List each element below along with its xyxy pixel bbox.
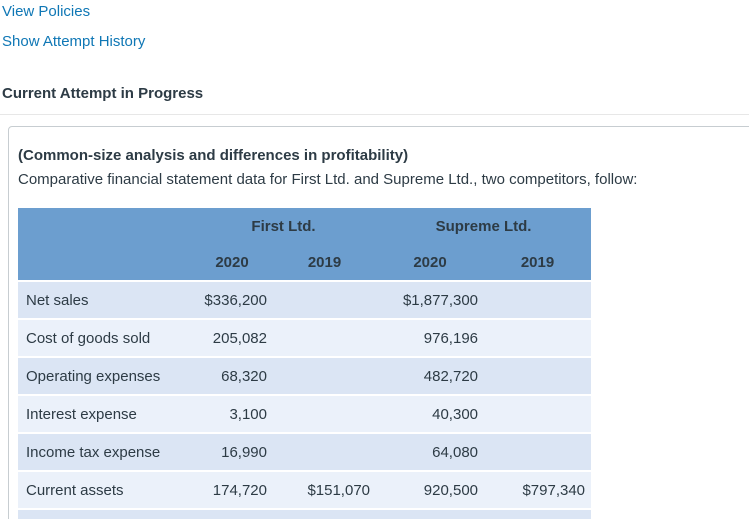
table-cell: 68,320 xyxy=(191,358,273,396)
table-cell xyxy=(484,320,592,358)
show-attempt-history-link[interactable]: Show Attempt History xyxy=(2,33,146,50)
table-cell xyxy=(484,510,592,519)
current-attempt-heading: Current Attempt in Progress xyxy=(2,85,204,102)
table-cell xyxy=(273,358,377,396)
table-cell: $797,340 xyxy=(484,472,592,510)
company-header-row: First Ltd. Supreme Ltd. xyxy=(18,208,592,245)
table-cell xyxy=(484,396,592,434)
question-panel: (Common-size analysis and differences in… xyxy=(8,126,749,519)
table-cell: 205,082 xyxy=(191,320,273,358)
table-cell xyxy=(376,510,485,519)
row-label: Interest expense xyxy=(18,396,191,434)
table-cell: 976,196 xyxy=(376,320,485,358)
table-cell xyxy=(273,510,377,519)
table-cell: 3,100 xyxy=(191,396,273,434)
company-header-first: First Ltd. xyxy=(191,208,377,245)
table-row: Net sales $336,200 $1,877,300 xyxy=(18,282,592,320)
financial-data-table: First Ltd. Supreme Ltd. 2020 2019 2020 2… xyxy=(18,208,592,519)
problem-title: (Common-size analysis and differences in… xyxy=(18,147,409,164)
row-label: Cost of goods sold xyxy=(18,320,191,358)
empty-header-cell xyxy=(18,245,191,282)
row-label: Net sales xyxy=(18,282,191,320)
year-header: 2019 xyxy=(273,245,377,282)
table-cell xyxy=(191,510,273,519)
table-cell xyxy=(484,434,592,472)
view-policies-link[interactable]: View Policies xyxy=(2,3,91,20)
company-header-supreme: Supreme Ltd. xyxy=(376,208,592,245)
table-row: Income tax expense 16,990 64,080 xyxy=(18,434,592,472)
table-row: Cost of goods sold 205,082 976,196 xyxy=(18,320,592,358)
year-header-row: 2020 2019 2020 2019 xyxy=(18,245,592,282)
table-cell xyxy=(273,396,377,434)
table-cell xyxy=(273,320,377,358)
table-cell xyxy=(273,282,377,320)
table-cell xyxy=(18,510,191,519)
empty-header-cell xyxy=(18,208,191,245)
table-cell: $151,070 xyxy=(273,472,377,510)
row-label: Operating expenses xyxy=(18,358,191,396)
table-row: Operating expenses 68,320 482,720 xyxy=(18,358,592,396)
table-cell xyxy=(484,282,592,320)
row-label: Current assets xyxy=(18,472,191,510)
problem-intro: Comparative financial statement data for… xyxy=(18,171,638,188)
year-header: 2019 xyxy=(484,245,592,282)
table-row: Current assets 174,720 $151,070 920,500 … xyxy=(18,472,592,510)
table-cell: 482,720 xyxy=(376,358,485,396)
year-header: 2020 xyxy=(376,245,485,282)
table-cell: 40,300 xyxy=(376,396,485,434)
table-cell: 920,500 xyxy=(376,472,485,510)
table-cell: 64,080 xyxy=(376,434,485,472)
table-cell xyxy=(484,358,592,396)
table-cell: $336,200 xyxy=(191,282,273,320)
table-row-cutoff xyxy=(18,510,592,519)
table-cell xyxy=(273,434,377,472)
year-header: 2020 xyxy=(191,245,273,282)
table-cell: 16,990 xyxy=(191,434,273,472)
table-cell: 174,720 xyxy=(191,472,273,510)
assignment-page: View Policies Show Attempt History Curre… xyxy=(0,4,749,519)
table-row: Interest expense 3,100 40,300 xyxy=(18,396,592,434)
row-label: Income tax expense xyxy=(18,434,191,472)
table-cell: $1,877,300 xyxy=(376,282,485,320)
section-divider xyxy=(0,114,749,115)
